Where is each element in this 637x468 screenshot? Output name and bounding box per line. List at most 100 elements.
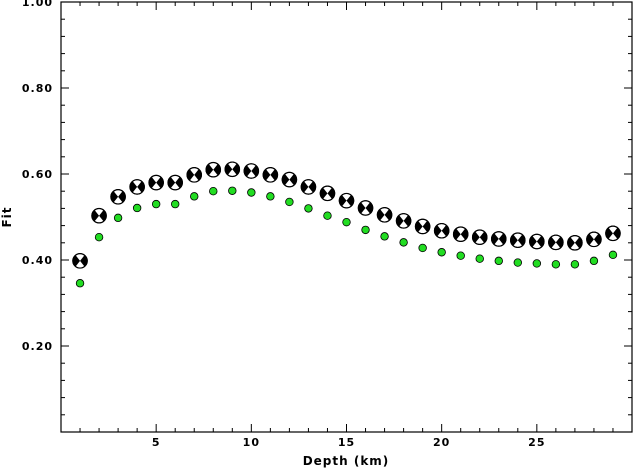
fit-point-green [75,279,85,288]
mechanism-quadrant-top [361,201,370,208]
mechanism-outline [167,174,183,191]
mechanism-quadrant-top [475,230,484,238]
mechanism-outline [72,253,88,269]
mechanism-outline [509,232,526,249]
mechanism-outline [262,167,279,183]
mechanism-quadrant-top [380,208,389,215]
mechanism-quadrant-bottom [399,220,408,228]
mechanism-quadrant-bottom [151,182,161,190]
fit-point-green [475,254,484,263]
mechanism-quadrant-bottom [361,207,370,215]
mechanism-outline [529,233,545,250]
mechanism-quadrant-top [589,232,599,240]
mechanism-outline [338,192,355,209]
fit-point-green [418,243,427,253]
mechanism-point [471,229,488,246]
fit-point-green [170,199,180,209]
fit-point-green [551,260,561,269]
mechanism-point [224,161,241,178]
mechanism-point [529,233,545,250]
y-axis-label: Fit [0,206,14,227]
mechanism-point [490,231,507,247]
y-tick-label: 0.20 [22,340,53,353]
fit-point-green [266,192,275,201]
mechanism-outline [91,207,107,224]
plot-frame [60,1,633,433]
mechanism-quadrant-bottom [589,239,599,247]
fit-point-green [589,256,599,266]
mechanism-quadrant-bottom [323,193,332,201]
mechanism-outline [129,179,145,195]
mechanism-outline [395,213,412,229]
mechanism-quadrant-bottom [189,174,199,182]
mechanism-point [395,213,412,229]
mechanism-quadrant-bottom [342,200,351,208]
mechanism-point [243,163,260,179]
fit-point-green [532,259,542,268]
mechanism-quadrant-bottom [456,234,465,242]
y-tick-label: 0.80 [22,82,53,95]
mechanism-quadrant-bottom [437,230,446,238]
mechanism-quadrant-bottom [113,196,123,204]
fit-point-green [608,250,618,260]
mechanism-quadrant-top [570,235,580,243]
x-axis-label: Depth (km) [303,454,390,468]
mechanism-quadrant-top [551,235,561,243]
fit-point-green [113,213,123,223]
mechanism-outline [110,188,126,205]
mechanism-quadrant-top [494,232,504,239]
mechanism-quadrant-top [399,214,408,221]
mechanism-outline [319,185,336,202]
mechanism-outline [548,234,564,251]
mechanism-point [110,188,126,205]
fit-point-green [494,256,503,266]
mechanism-outline [281,171,298,188]
mechanism-point [319,185,336,202]
fit-point-green [228,186,237,195]
mechanism-outline [224,161,241,178]
mechanism-outline [148,174,164,191]
mechanism-quadrant-top [608,226,618,234]
fit-point-green [361,225,370,235]
mechanism-quadrant-top [418,219,427,227]
mechanism-outline [357,200,374,216]
fit-point-green [209,186,218,196]
mechanism-point [205,161,222,178]
mechanism-outline [586,231,602,248]
mechanism-quadrant-top [94,208,104,216]
mechanism-quadrant-bottom [494,238,504,246]
mechanism-outline [376,207,393,223]
mechanism-point [129,179,145,195]
fit-point-green [190,192,199,201]
mechanism-quadrant-bottom [209,169,218,177]
mechanism-point [605,225,621,242]
mechanism-quadrant-top [75,254,85,261]
mechanism-outline [300,179,317,195]
x-tick-label: 10 [243,436,260,449]
x-tick-label: 25 [528,436,545,449]
mechanism-point [586,231,602,248]
mechanism-quadrant-bottom [570,242,580,250]
mechanism-point [167,174,183,191]
mechanism-quadrant-bottom [266,174,275,182]
axis-ticks [61,2,632,432]
mechanism-quadrant-bottom [75,260,85,268]
fit-point-green [304,204,313,213]
mechanism-quadrant-bottom [475,237,484,245]
mechanism-outline [452,226,469,242]
fit-point-green [399,238,408,247]
mechanism-outline [186,167,203,183]
mechanism-quadrant-top [342,193,351,201]
mechanism-quadrant-top [532,234,542,242]
mechanism-point [376,207,393,223]
x-tick-label: 20 [433,436,450,449]
mechanism-quadrant-top [228,162,237,170]
mechanism-quadrant-top [247,164,256,171]
mechanism-outline [433,222,450,239]
mechanism-quadrant-top [285,172,294,180]
mechanism-outline [605,225,621,242]
mechanism-point [91,207,107,224]
mechanism-quadrant-top [323,186,332,194]
fit-point-green [380,232,389,241]
